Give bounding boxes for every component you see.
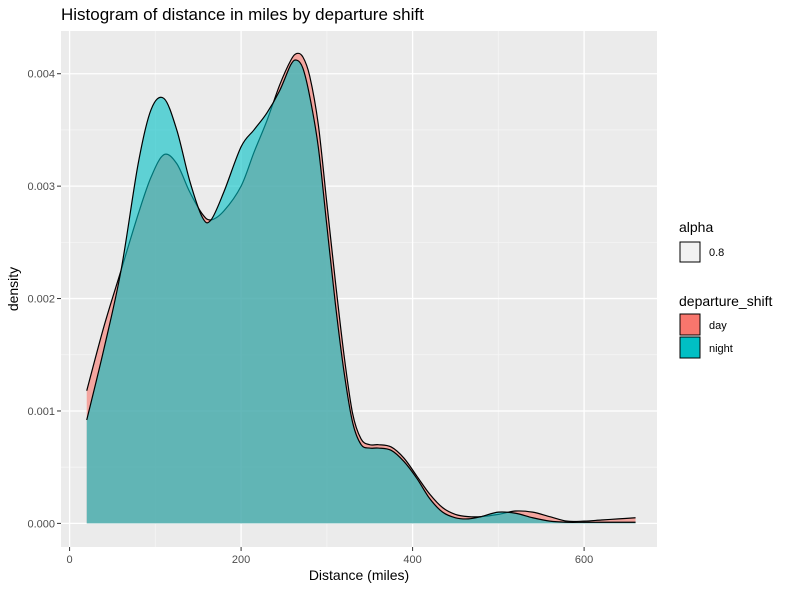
legend-shift-key-night <box>679 336 701 359</box>
chart-title: Histogram of distance in miles by depart… <box>61 5 424 24</box>
legend-alpha: alpha 0.8 <box>679 219 724 263</box>
legend-departure-shift: departure_shift day night <box>679 293 773 359</box>
legend-shift-key-day <box>679 313 701 336</box>
y-tick-label: 0.003 <box>27 181 55 193</box>
major-gridlines <box>61 31 657 547</box>
legend-alpha-label-0: 0.8 <box>709 247 724 259</box>
legend-shift-title: departure_shift <box>679 293 773 309</box>
y-tick-label: 0.001 <box>27 406 55 418</box>
density-line-night <box>86 59 636 523</box>
legend-alpha-title: alpha <box>679 219 713 235</box>
density-areas <box>86 52 636 524</box>
x-tick-label: 400 <box>403 554 421 566</box>
y-axis-title: density <box>5 267 21 311</box>
x-axis-ticks: 0 200 400 600 <box>67 547 593 566</box>
y-tick-label: 0.000 <box>27 518 55 530</box>
y-tick-label: 0.002 <box>27 294 55 306</box>
legend-alpha-key-0 <box>679 241 701 263</box>
x-axis-title: Distance (miles) <box>309 567 409 583</box>
x-tick-label: 200 <box>232 554 250 566</box>
density-area-night <box>86 59 636 524</box>
y-axis-ticks: 0.000 0.001 0.002 0.003 0.004 <box>27 69 61 530</box>
y-tick-label: 0.004 <box>27 69 55 81</box>
x-tick-label: 600 <box>575 554 593 566</box>
x-tick-label: 0 <box>67 554 73 566</box>
legend-shift-label-day: day <box>709 320 727 332</box>
legend-shift-label-night: night <box>709 343 733 355</box>
